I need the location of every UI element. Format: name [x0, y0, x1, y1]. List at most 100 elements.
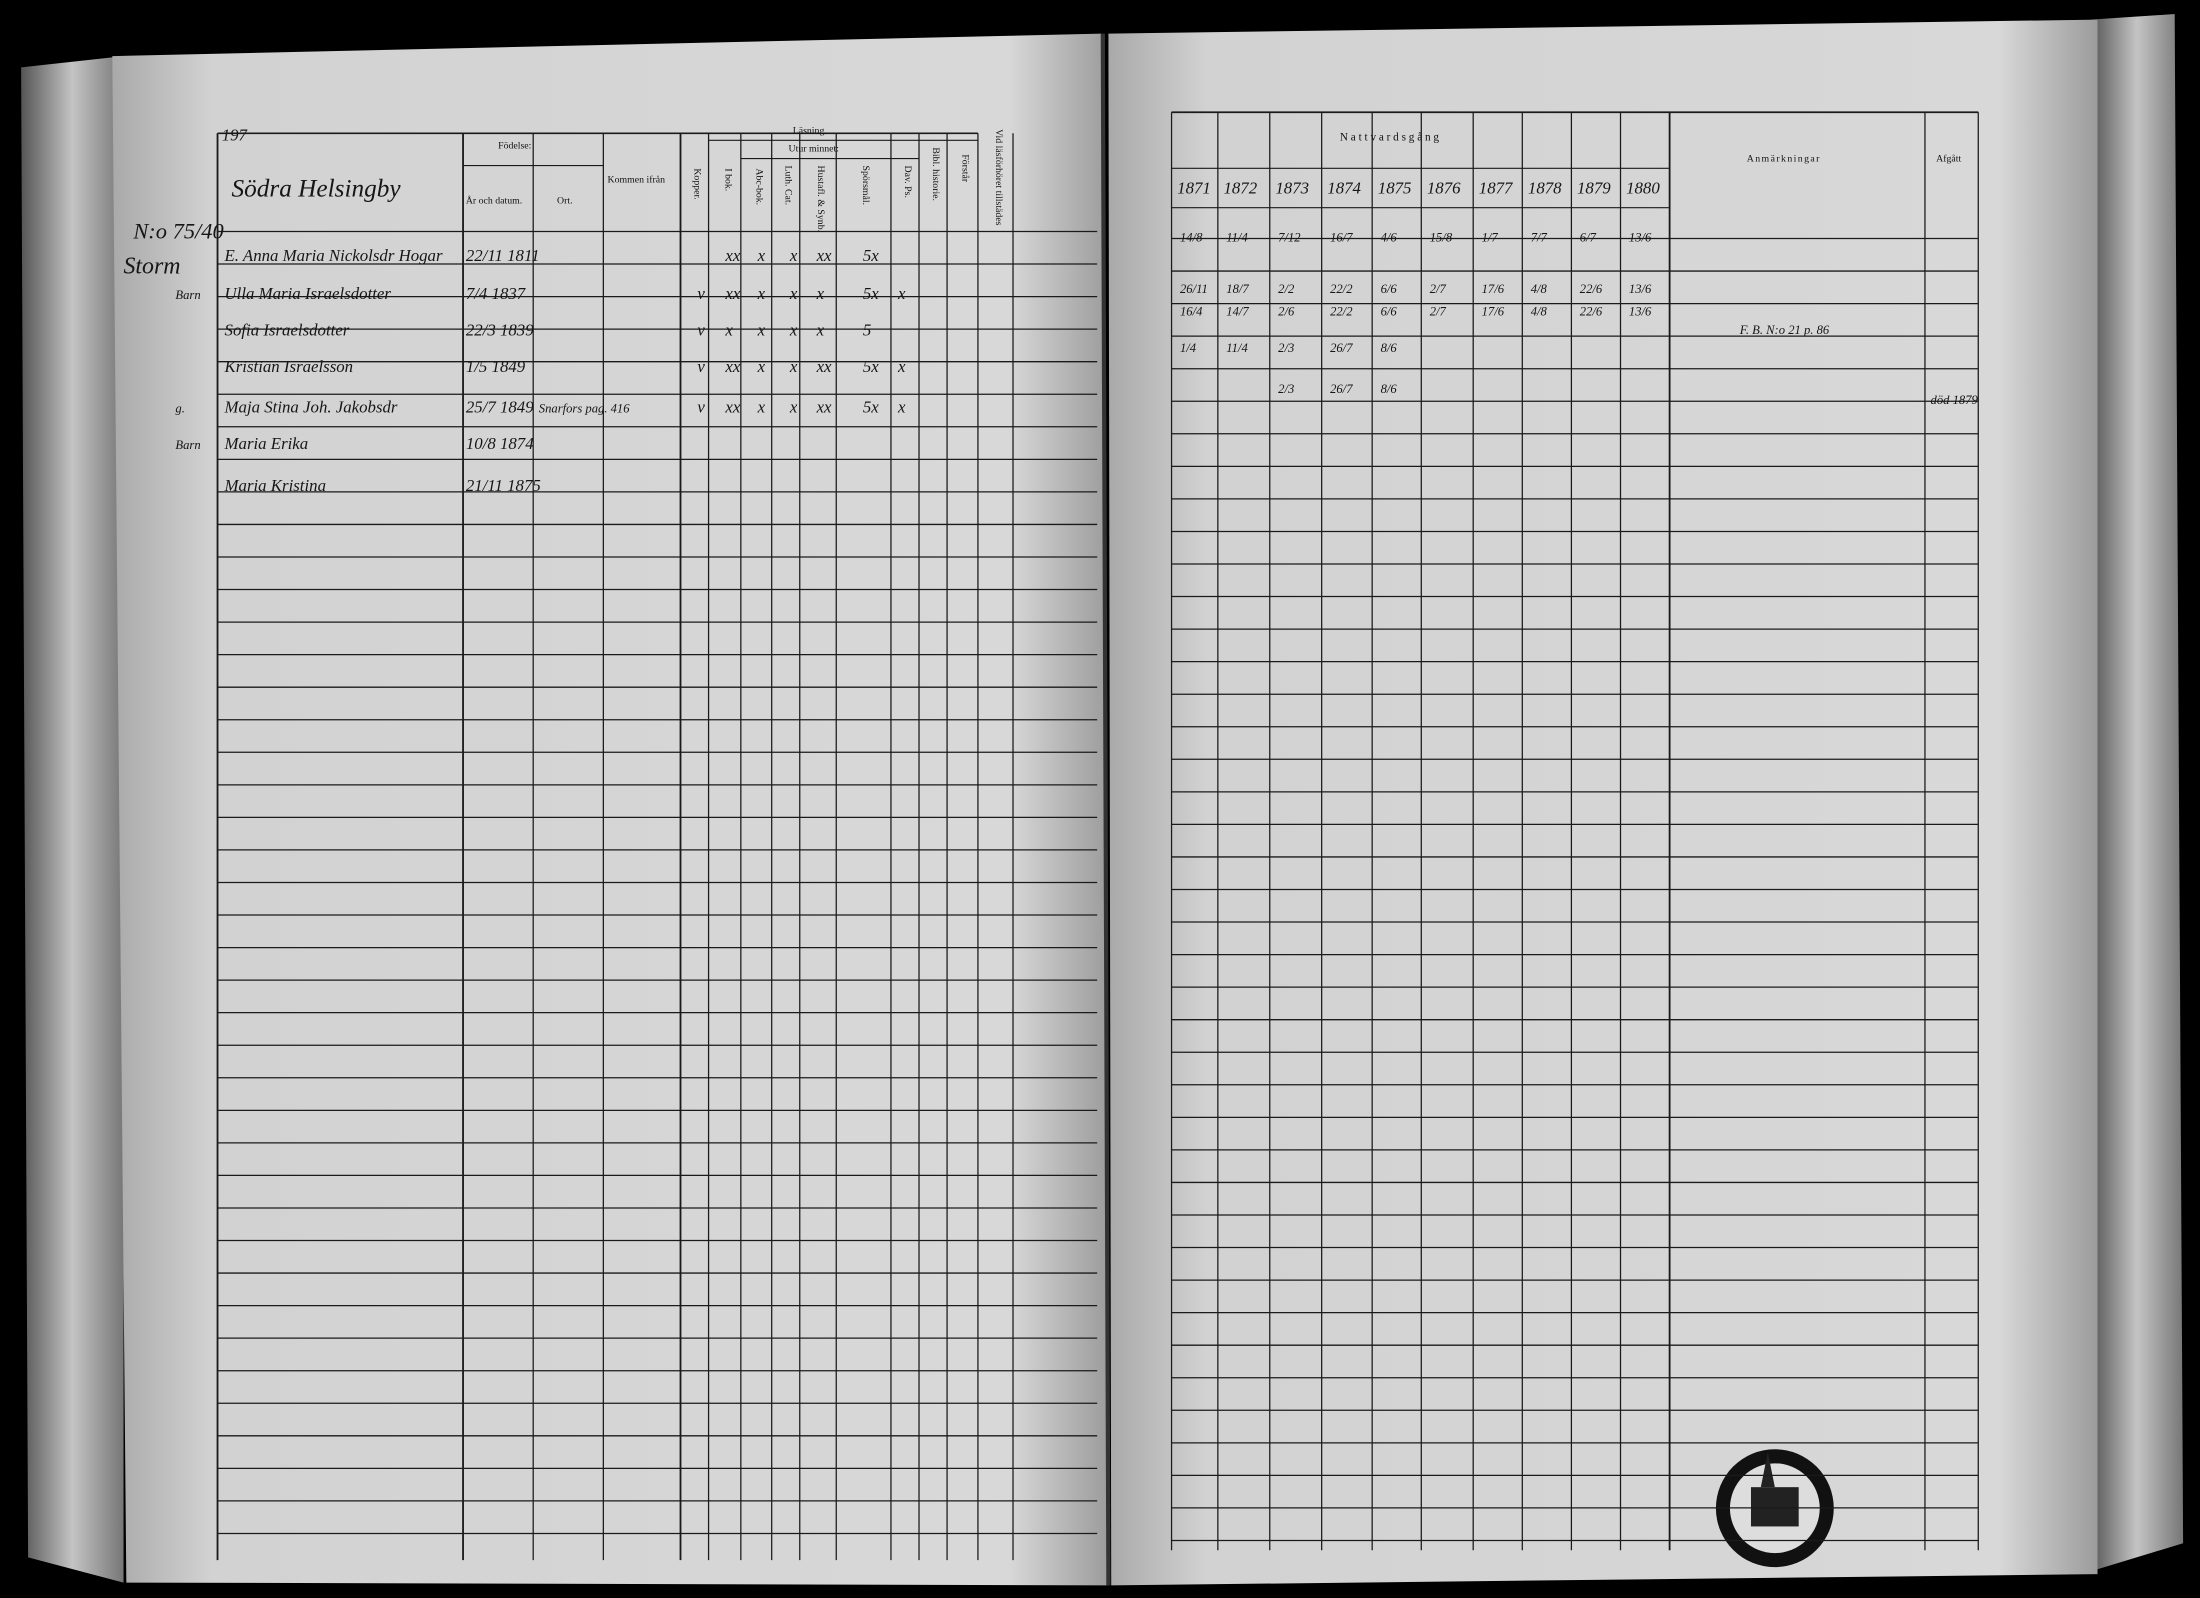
year: 1873: [1275, 179, 1309, 198]
reading-mark: x: [897, 284, 906, 303]
communion-date: 2/2: [1278, 282, 1295, 296]
departed-note: död 1879: [1931, 393, 1979, 407]
reading-mark: xx: [724, 357, 740, 376]
role: Barn: [175, 288, 200, 302]
header-vertical: Spörsmål.: [860, 166, 871, 206]
year: 1879: [1577, 179, 1611, 198]
reading-mark: x: [789, 246, 798, 265]
reading-mark: xx: [724, 397, 740, 416]
communion-date: 8/6: [1381, 382, 1398, 396]
reading-mark: x: [757, 357, 766, 376]
reading-mark: v: [697, 397, 705, 416]
communion-date: 2/7: [1430, 305, 1447, 319]
communion-date: 7/12: [1278, 230, 1301, 244]
remark: F. B. N:o 21 p. 86: [1739, 323, 1830, 337]
communion-date: 13/6: [1629, 305, 1652, 319]
reading-mark: xx: [724, 246, 740, 265]
surname: Storm: [124, 254, 181, 280]
birth-date: 25/7 1849: [466, 397, 534, 416]
communion-date: 4/8: [1531, 305, 1548, 319]
header: Kommen ifrån: [608, 174, 666, 185]
communion-date: 16/4: [1180, 305, 1203, 319]
reading-mark: xx: [816, 397, 832, 416]
person-name: E. Anna Maria Nickolsdr Hogar: [224, 246, 443, 265]
reading-mark: x: [897, 357, 906, 376]
communion-date: 6/7: [1580, 230, 1597, 244]
right-page: [1108, 19, 2098, 1586]
communion-date: 2/3: [1278, 382, 1294, 396]
reading-mark: x: [789, 320, 798, 339]
year: 1875: [1378, 179, 1412, 198]
header: Nattvardsgång: [1340, 131, 1442, 143]
reading-mark: x: [789, 284, 798, 303]
communion-date: 26/7: [1330, 341, 1353, 355]
reading-mark: 5x: [863, 397, 879, 416]
communion-date: 2/6: [1278, 305, 1295, 319]
birth-date: 21/11 1875: [466, 476, 541, 495]
year: 1877: [1479, 179, 1513, 198]
came-from: Snarfors pag. 416: [539, 401, 630, 415]
communion-date: 1/4: [1180, 341, 1197, 355]
reading-mark: v: [697, 357, 705, 376]
communion-date: 14/8: [1180, 230, 1203, 244]
communion-date: 26/11: [1180, 282, 1208, 296]
person-name: Maja Stina Joh. Jakobsdr: [224, 397, 398, 416]
year: 1880: [1626, 179, 1660, 198]
year: 1878: [1528, 179, 1562, 198]
gutter: [1100, 33, 1111, 1586]
communion-date: 15/8: [1430, 230, 1453, 244]
birth-date: 7/4 1837: [466, 284, 526, 303]
communion-date: 4/6: [1381, 230, 1398, 244]
communion-date: 11/4: [1226, 341, 1248, 355]
communion-date: 13/6: [1629, 230, 1652, 244]
year: 1871: [1177, 179, 1211, 198]
reading-mark: x: [757, 397, 766, 416]
reading-mark: 5x: [863, 357, 879, 376]
book-edge-right: [2090, 14, 2184, 1572]
communion-date: 22/2: [1330, 282, 1353, 296]
header: Utur minnet:: [789, 144, 839, 155]
header-vertical: I bok.: [722, 168, 733, 191]
communion-date: 1/7: [1482, 230, 1499, 244]
header: Afgått: [1936, 153, 1961, 164]
communion-date: 13/6: [1629, 282, 1652, 296]
communion-date: 11/4: [1226, 230, 1248, 244]
reading-mark: 5x: [863, 246, 879, 265]
birth-date: 22/3 1839: [466, 320, 534, 339]
reading-mark: x: [757, 246, 766, 265]
reading-mark: v: [697, 284, 705, 303]
header-vertical: Hustafl. & Synb.: [815, 166, 826, 233]
reading-mark: x: [789, 357, 798, 376]
communion-date: 16/7: [1330, 230, 1353, 244]
birth-date: 1/5 1849: [466, 357, 526, 376]
year: 1872: [1223, 179, 1257, 198]
person-name: Ulla Maria Israelsdotter: [225, 284, 392, 303]
person-name: Kristian Israelsson: [224, 357, 354, 376]
year: 1874: [1327, 179, 1361, 198]
communion-date: 6/6: [1381, 305, 1398, 319]
left-page: [112, 33, 1109, 1586]
communion-date: 26/7: [1330, 382, 1353, 396]
header-vertical: Abc-bok.: [753, 168, 764, 205]
reading-mark: x: [757, 284, 766, 303]
person-name: Maria Erika: [224, 434, 309, 453]
communion-date: 8/6: [1381, 341, 1398, 355]
header: Födelse:: [498, 141, 531, 152]
communion-date: 17/6: [1482, 282, 1505, 296]
reading-mark: xx: [816, 246, 832, 265]
header-vertical: Vid läsförhöret tillstädes: [993, 129, 1004, 226]
reading-mark: x: [816, 320, 825, 339]
communion-date: 2/7: [1430, 282, 1447, 296]
reading-mark: x: [724, 320, 733, 339]
communion-date: 6/6: [1381, 282, 1398, 296]
communion-date: 22/6: [1580, 282, 1603, 296]
communion-date: 22/2: [1330, 305, 1353, 319]
household-number: N:o 75/40: [132, 219, 223, 244]
year: 1876: [1427, 179, 1461, 198]
header-vertical: Luth. Cat.: [783, 166, 794, 206]
communion-date: 17/6: [1482, 305, 1505, 319]
communion-date: 2/3: [1278, 341, 1294, 355]
reading-mark: xx: [816, 357, 832, 376]
birth-date: 22/11 1811: [466, 246, 540, 265]
